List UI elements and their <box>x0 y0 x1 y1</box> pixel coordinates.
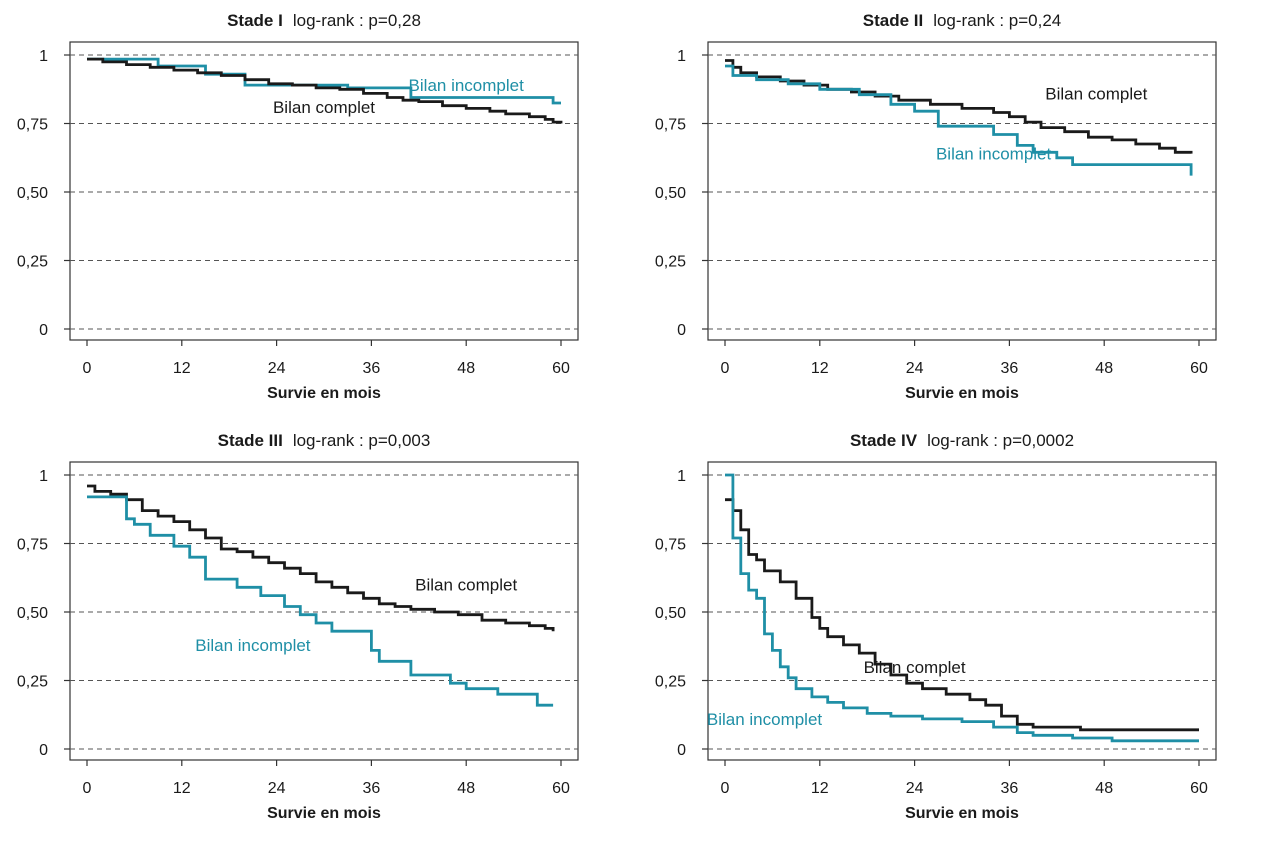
chart-panel-stade-2: Stade II log-rank : p=0,24 0 0,25 0,50 0,75 1 0… <box>638 0 1276 420</box>
y-tick-label: 0,25 <box>655 674 686 691</box>
x-tick-label: 24 <box>268 780 286 797</box>
y-tick-label: 1 <box>39 468 48 485</box>
chart-svg: Stade IV log-rank : p=0,0002 0 0,25 0,50 0,75… <box>655 431 1217 822</box>
plot-frame <box>69 461 579 761</box>
chart-title: Stade I log-rank : p=0,28 <box>227 11 421 30</box>
y-tick-label: 0,50 <box>655 605 686 622</box>
x-tick-label: 12 <box>173 780 191 797</box>
chart-title-stage: Stade IV <box>850 431 918 450</box>
x-tick-label: 48 <box>1095 780 1113 797</box>
x-tick-label: 24 <box>268 360 286 377</box>
series-line-bilan-incomplet <box>87 495 554 707</box>
chart-panel-stade-3: Stade III log-rank : p=0,003 0 0,25 0,50 0,75… <box>0 420 638 840</box>
chart-title-logrank: log-rank : p=0,0002 <box>927 431 1074 450</box>
plot-frame <box>69 41 579 341</box>
y-tick-label: 0,25 <box>655 254 686 271</box>
plot-frame <box>707 461 1217 761</box>
x-tick-label: 60 <box>1190 360 1208 377</box>
x-tick-label: 0 <box>83 780 92 797</box>
chart-title-logrank: log-rank : p=0,24 <box>933 11 1061 30</box>
x-axis-label: Survie en mois <box>905 385 1019 402</box>
annotation-bilan-incomplet: Bilan incomplet <box>936 145 1052 164</box>
x-tick-label: 24 <box>906 360 924 377</box>
series-line-bilan-complet <box>725 498 1199 732</box>
x-tick-label: 36 <box>363 780 381 797</box>
x-tick-label: 60 <box>552 780 570 797</box>
chart-title: Stade IV log-rank : p=0,0002 <box>850 431 1074 450</box>
y-tick-label: 1 <box>677 468 686 485</box>
x-tick-label: 0 <box>721 360 730 377</box>
y-tick-label: 0,50 <box>17 605 48 622</box>
chart-svg: Stade II log-rank : p=0,24 0 0,25 0,50 0,75 1 0… <box>655 11 1217 402</box>
series-line-bilan-complet <box>87 484 555 632</box>
y-tick-label: 0,25 <box>17 254 48 271</box>
y-tick-label: 1 <box>677 48 686 65</box>
y-tick-label: 1 <box>39 48 48 65</box>
chart-title-stage: Stade I <box>227 11 283 30</box>
x-tick-label: 24 <box>906 780 924 797</box>
x-tick-label: 36 <box>363 360 381 377</box>
y-tick-label: 0,75 <box>17 537 48 554</box>
annotation-bilan-complet: Bilan complet <box>864 658 966 677</box>
x-tick-label: 12 <box>811 780 829 797</box>
x-tick-label: 0 <box>83 360 92 377</box>
x-tick-label: 48 <box>457 360 475 377</box>
series-line-bilan-complet <box>725 59 1193 154</box>
plot-frame <box>707 41 1217 341</box>
series-line-bilan-complet <box>87 57 563 124</box>
chart-panel-stade-4: Stade IV log-rank : p=0,0002 0 0,25 0,50 0,75… <box>638 420 1276 840</box>
y-tick-label: 0,75 <box>655 117 686 134</box>
y-tick-label: 0,50 <box>655 185 686 202</box>
y-tick-label: 0 <box>39 742 48 759</box>
y-tick-label: 0 <box>677 742 686 759</box>
x-tick-label: 36 <box>1001 780 1019 797</box>
annotation-bilan-complet: Bilan complet <box>273 98 375 117</box>
chart-svg: Stade III log-rank : p=0,003 0 0,25 0,50 0,75… <box>17 431 579 822</box>
y-tick-label: 0,50 <box>17 185 48 202</box>
y-tick-label: 0,75 <box>655 537 686 554</box>
x-tick-label: 48 <box>1095 360 1113 377</box>
chart-title-stage: Stade III <box>218 431 283 450</box>
annotation-bilan-complet: Bilan complet <box>415 576 517 595</box>
annotation-bilan-incomplet: Bilan incomplet <box>409 76 525 95</box>
chart-title-stage: Stade II <box>863 11 923 30</box>
chart-svg: Stade I log-rank : p=0,28 0 0,25 0,50 0,75 1 0 1… <box>17 11 579 402</box>
chart-title: Stade II log-rank : p=0,24 <box>863 11 1062 30</box>
y-tick-label: 0,25 <box>17 674 48 691</box>
x-tick-label: 60 <box>1190 780 1208 797</box>
chart-panel-stade-1: Stade I log-rank : p=0,28 0 0,25 0,50 0,75 1 0 1… <box>0 0 638 420</box>
x-tick-label: 36 <box>1001 360 1019 377</box>
x-axis-label: Survie en mois <box>267 805 381 822</box>
x-tick-label: 12 <box>173 360 191 377</box>
chart-title-logrank: log-rank : p=0,28 <box>293 11 421 30</box>
y-tick-label: 0 <box>677 322 686 339</box>
x-axis-label: Survie en mois <box>905 805 1019 822</box>
chart-title: Stade III log-rank : p=0,003 <box>218 431 431 450</box>
x-tick-label: 48 <box>457 780 475 797</box>
chart-title-logrank: log-rank : p=0,003 <box>293 431 431 450</box>
series-line-bilan-incomplet <box>725 473 1199 743</box>
y-tick-label: 0,75 <box>17 117 48 134</box>
x-tick-label: 0 <box>721 780 730 797</box>
annotation-bilan-incomplet: Bilan incomplet <box>195 636 311 655</box>
series-line-bilan-incomplet <box>725 64 1193 176</box>
annotation-bilan-incomplet: Bilan incomplet <box>707 710 823 729</box>
annotation-bilan-complet: Bilan complet <box>1045 84 1147 103</box>
x-axis-label: Survie en mois <box>267 385 381 402</box>
x-tick-label: 12 <box>811 360 829 377</box>
y-tick-label: 0 <box>39 322 48 339</box>
x-tick-label: 60 <box>552 360 570 377</box>
